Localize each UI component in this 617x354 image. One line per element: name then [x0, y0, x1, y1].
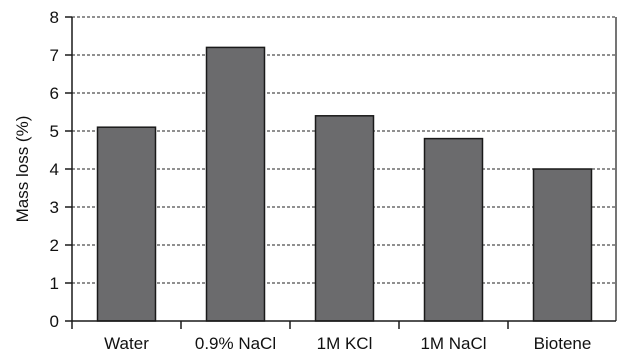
y-tick-label: 7: [50, 46, 59, 65]
y-tick-label: 4: [50, 160, 59, 179]
y-tick-label: 5: [50, 122, 59, 141]
bars: [96, 46, 593, 322]
labels: 0 1 2 3 4 5 6 7 8 Water 0.9% NaCl 1M KCl 1M NaCl Biot…: [50, 8, 592, 353]
x-tick-label: Biotene: [534, 334, 592, 353]
x-tick-label: 0.9% NaCl: [195, 334, 276, 353]
x-tick-label: 1M KCl: [317, 334, 373, 353]
y-axis-title: Mass loss (%): [13, 116, 32, 223]
y-tick-label: 1: [50, 274, 59, 293]
x-tick-label: 1M NaCl: [420, 334, 486, 353]
bar: [532, 168, 593, 322]
y-tick-label: 3: [50, 198, 59, 217]
bar: [423, 137, 484, 322]
bar: [314, 115, 375, 322]
axes: [65, 16, 617, 329]
y-tick-label: 0: [50, 312, 59, 331]
y-tick-label: 2: [50, 236, 59, 255]
y-tick-label: 6: [50, 84, 59, 103]
x-tick-label: Water: [104, 334, 149, 353]
bar: [205, 46, 266, 322]
y-tick-label: 8: [50, 8, 59, 27]
bar: [96, 126, 157, 322]
